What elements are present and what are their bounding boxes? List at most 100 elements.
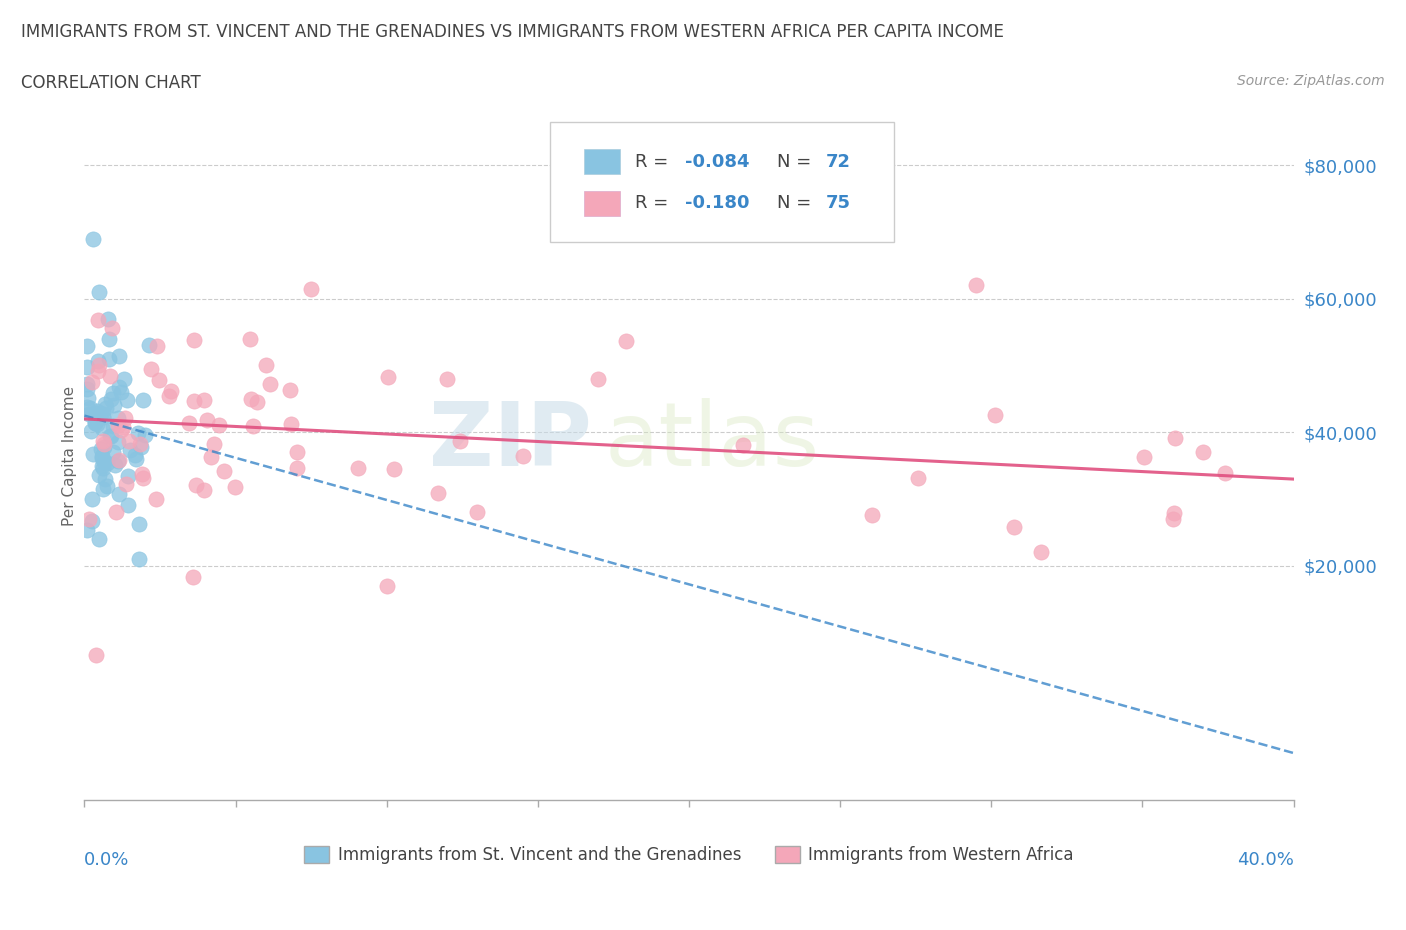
Point <box>965 278 987 293</box>
Point <box>82 232 104 246</box>
Point <box>94 401 117 416</box>
Point <box>1163 505 1185 520</box>
Point <box>254 358 277 373</box>
Point <box>100 429 122 444</box>
Point <box>97 312 120 326</box>
Point <box>238 332 260 347</box>
Text: R =: R = <box>634 153 673 171</box>
Point <box>193 482 215 497</box>
Point <box>90 458 112 473</box>
Point <box>93 434 115 449</box>
Point <box>84 405 107 420</box>
Point <box>107 434 129 449</box>
Point <box>89 358 111 373</box>
Point <box>588 371 610 386</box>
Point <box>141 362 163 377</box>
Point <box>127 426 149 441</box>
Point <box>179 416 201 431</box>
Point <box>101 386 124 401</box>
Point <box>382 461 405 476</box>
Point <box>860 507 883 522</box>
Point <box>93 436 115 451</box>
Point <box>87 312 110 327</box>
Point <box>148 373 170 388</box>
Point <box>195 413 218 428</box>
Point <box>80 375 103 390</box>
Point <box>138 338 160 352</box>
Point <box>107 411 129 426</box>
Point <box>86 417 108 432</box>
Text: N =: N = <box>778 153 817 171</box>
Point <box>101 418 124 433</box>
Point <box>90 448 112 463</box>
Point <box>120 443 142 458</box>
Text: R =: R = <box>634 194 673 212</box>
Point <box>83 415 105 430</box>
Point <box>76 339 98 353</box>
Point <box>212 463 235 478</box>
Text: CORRELATION CHART: CORRELATION CHART <box>21 74 201 92</box>
Point <box>131 466 153 481</box>
Point <box>89 532 111 547</box>
Point <box>76 400 98 415</box>
Point <box>346 460 368 475</box>
Point <box>100 429 122 444</box>
Y-axis label: Per Capita Income: Per Capita Income <box>62 386 77 525</box>
Point <box>907 470 929 485</box>
Point <box>246 395 269 410</box>
Point <box>103 397 125 412</box>
Point <box>512 449 534 464</box>
Point <box>107 454 129 469</box>
Point <box>96 456 118 471</box>
Point <box>97 352 120 366</box>
Legend: Immigrants from St. Vincent and the Grenadines, Immigrants from Western Africa: Immigrants from St. Vincent and the Gren… <box>298 839 1080 870</box>
Point <box>377 369 399 384</box>
Point <box>91 460 114 475</box>
Point <box>101 320 124 335</box>
Point <box>183 393 205 408</box>
Text: Source: ZipAtlas.com: Source: ZipAtlas.com <box>1237 74 1385 88</box>
Point <box>117 468 139 483</box>
Point <box>90 451 112 466</box>
Text: 0.0%: 0.0% <box>84 852 129 870</box>
Point <box>108 486 131 501</box>
Point <box>76 360 98 375</box>
Text: atlas: atlas <box>605 398 820 485</box>
Point <box>146 339 169 353</box>
Point <box>1213 466 1236 481</box>
Point <box>76 391 98 405</box>
Point <box>90 420 112 435</box>
Point <box>89 285 111 299</box>
Point <box>82 492 104 507</box>
Point <box>91 406 114 421</box>
Point <box>94 396 117 411</box>
Point <box>112 419 135 434</box>
Point <box>80 514 103 529</box>
Point <box>614 334 637 349</box>
Point <box>114 477 136 492</box>
Point <box>98 368 121 383</box>
Point <box>77 512 100 526</box>
Point <box>242 418 264 433</box>
Point <box>1029 544 1052 559</box>
FancyBboxPatch shape <box>583 150 620 174</box>
Point <box>108 380 131 395</box>
Point <box>91 410 114 425</box>
Point <box>86 353 108 368</box>
Point <box>224 480 246 495</box>
Point <box>104 458 127 472</box>
Point <box>285 461 308 476</box>
Point <box>278 383 301 398</box>
Point <box>285 445 308 459</box>
Point <box>107 452 129 467</box>
Point <box>426 485 449 500</box>
Point <box>107 348 129 363</box>
Point <box>76 523 98 538</box>
FancyBboxPatch shape <box>583 191 620 216</box>
Point <box>83 416 105 431</box>
Point <box>145 492 167 507</box>
Point <box>76 377 98 392</box>
Point <box>79 406 101 421</box>
Point <box>280 417 302 432</box>
Point <box>157 389 180 404</box>
